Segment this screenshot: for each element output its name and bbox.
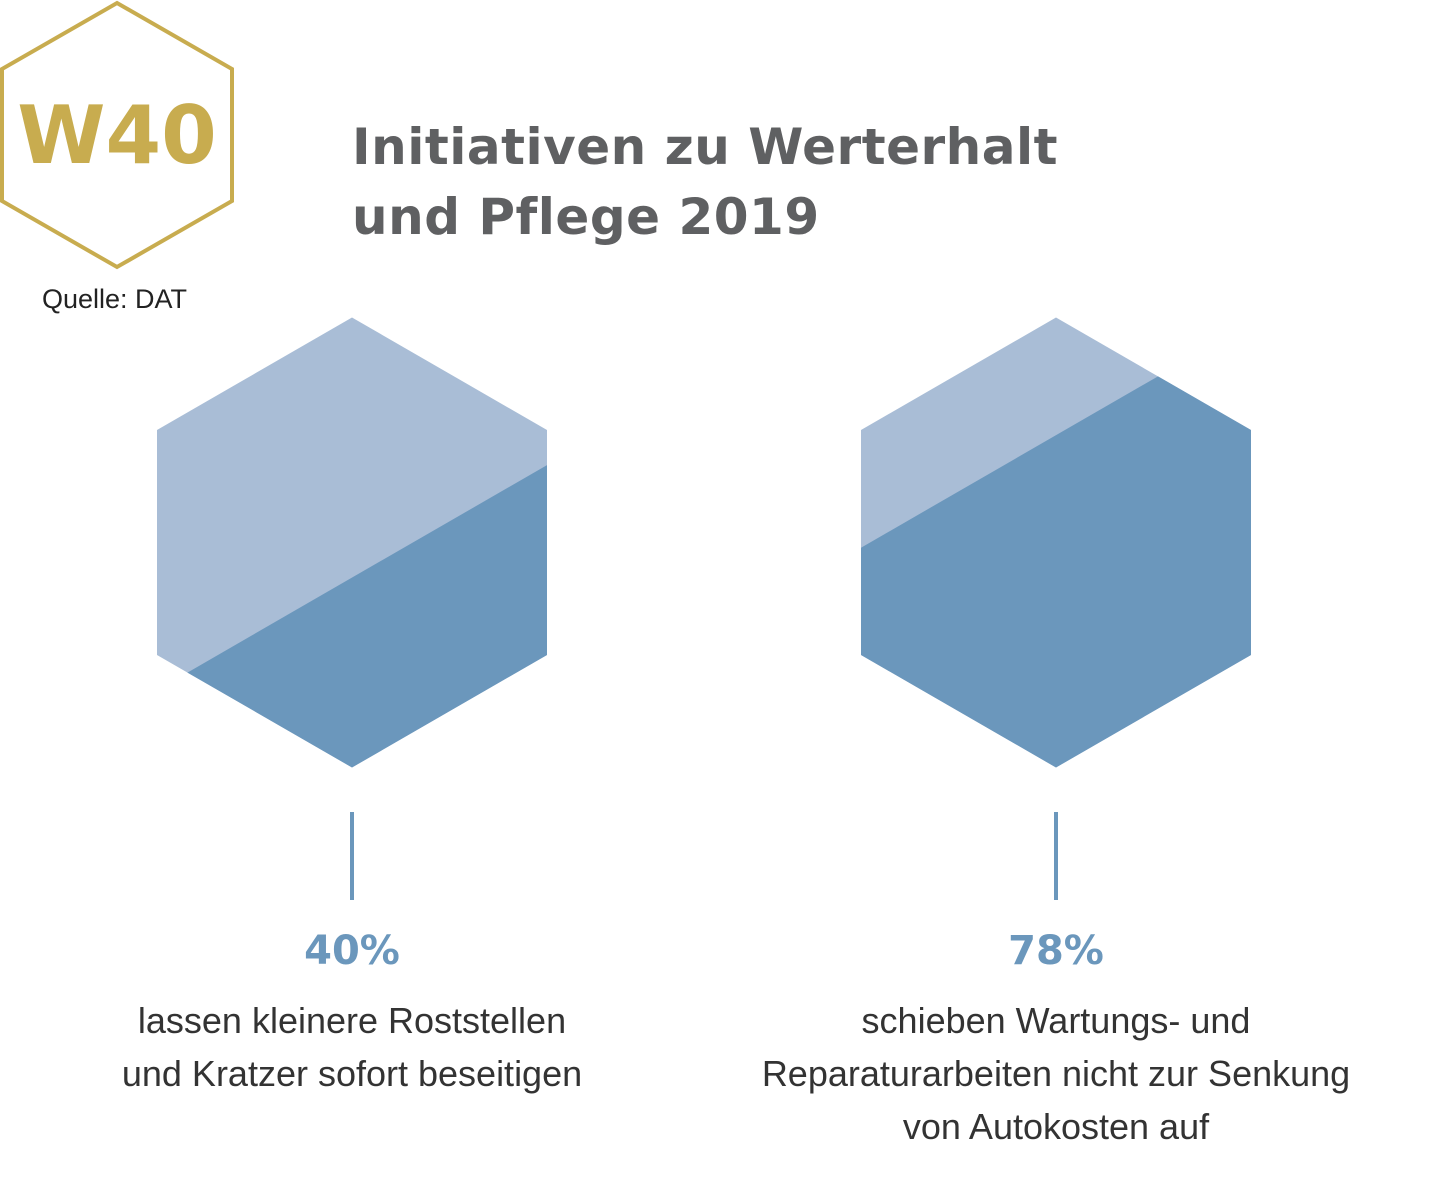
description-1: lassen kleinere Roststellen und Kratzer … xyxy=(2,994,702,1100)
title-line-1: Initiativen zu Werterhalt xyxy=(352,118,1059,176)
page-title: Initiativen zu Werterhalt und Pflege 201… xyxy=(352,112,1058,252)
value-label-1: 40% xyxy=(304,928,400,974)
description-2-line: von Autokosten auf xyxy=(902,1106,1210,1147)
title-line-2: und Pflege 2019 xyxy=(352,188,820,246)
logo-hexagon xyxy=(0,0,234,270)
logo-text: W40 xyxy=(17,89,217,182)
description-1-line: und Kratzer sofort beseitigen xyxy=(121,1053,583,1094)
value-label-2: 78% xyxy=(1008,928,1104,974)
description-2-line: schieben Wartungs- und xyxy=(861,1000,1251,1041)
description-2: schieben Wartungs- und Reparaturarbeiten… xyxy=(706,994,1406,1153)
description-2-line: Reparaturarbeiten nicht zur Senkung xyxy=(761,1053,1351,1094)
w40-logo: W40 xyxy=(0,0,234,270)
hexagon-value-fill-1 xyxy=(187,465,547,768)
source-label: Quelle: DAT xyxy=(42,284,188,314)
description-1-line: lassen kleinere Roststellen xyxy=(137,1000,567,1041)
hexagon-value-fill-2 xyxy=(861,376,1251,768)
